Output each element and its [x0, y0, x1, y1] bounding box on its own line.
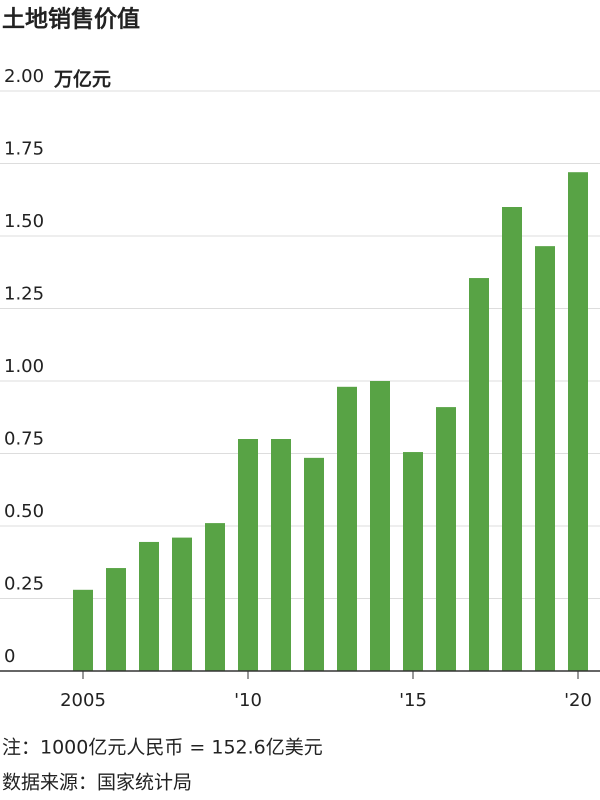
y-tick-label: 2.00 — [4, 66, 44, 87]
bar — [205, 523, 225, 671]
x-tick-label: '20 — [564, 690, 592, 711]
chart-title: 土地销售价值 — [2, 6, 140, 33]
y-tick-label: 0.75 — [4, 429, 44, 450]
x-tick-label: 2005 — [60, 690, 106, 711]
y-tick-label: 1.00 — [4, 356, 44, 377]
bar — [139, 541, 159, 671]
bar — [304, 457, 324, 671]
bar — [568, 172, 588, 671]
bar — [106, 568, 126, 671]
bar — [271, 439, 291, 671]
bar — [370, 381, 390, 671]
bar — [535, 246, 555, 671]
note: 注：1000亿元人民币 = 152.6亿美元 — [2, 737, 323, 759]
bar — [469, 278, 489, 671]
y-tick-label: 1.75 — [4, 139, 44, 160]
x-tick-label: '10 — [234, 690, 262, 711]
y-tick-label: 1.50 — [4, 211, 44, 232]
bar — [238, 439, 258, 671]
y-tick-label: 0 — [4, 646, 15, 667]
source: 数据来源：国家统计局 — [2, 772, 192, 794]
bar — [403, 452, 423, 671]
bar — [436, 407, 456, 671]
bar — [337, 386, 357, 671]
bar — [73, 589, 93, 671]
bar — [172, 537, 192, 671]
x-tick-label: '15 — [399, 690, 427, 711]
y-tick-label: 0.50 — [4, 501, 44, 522]
y-axis-label: 万亿元 — [53, 68, 111, 91]
bar — [502, 207, 522, 671]
y-tick-label: 1.25 — [4, 284, 44, 305]
y-tick-label: 0.25 — [4, 574, 44, 595]
